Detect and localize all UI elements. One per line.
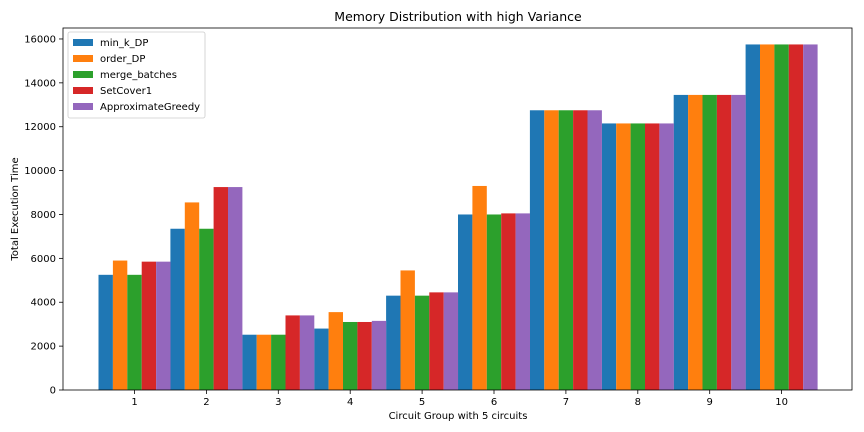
- y-tick-label: 16000: [24, 34, 56, 45]
- legend-label-ApproximateGreedy: ApproximateGreedy: [100, 102, 200, 113]
- legend-label-SetCover1: SetCover1: [100, 86, 152, 97]
- x-axis-label: Circuit Group with 5 circuits: [389, 411, 528, 422]
- legend-swatch-merge_batches: [73, 71, 93, 78]
- bar-SetCover1-9: [716, 94, 732, 391]
- bar-min_k_DP-10: [745, 44, 760, 390]
- bar-ApproximateGreedy-9: [731, 94, 746, 391]
- bar-SetCover1-2: [213, 187, 228, 390]
- legend-label-order_DP: order_DP: [100, 54, 145, 65]
- x-tick-label: 4: [347, 397, 353, 408]
- bar-merge_batches-3: [271, 334, 286, 390]
- y-tick-label: 6000: [31, 254, 56, 265]
- bar-min_k_DP-8: [601, 123, 617, 390]
- bar-min_k_DP-2: [170, 228, 185, 390]
- bar-ApproximateGreedy-6: [515, 213, 530, 390]
- plot-frame: [62, 27, 853, 391]
- legend-swatch-min_k_DP: [73, 39, 93, 46]
- y-tick-label: 4000: [31, 298, 56, 309]
- bar-min_k_DP-5: [386, 295, 401, 390]
- bar-order_DP-1: [112, 260, 128, 390]
- x-tick-label: 9: [707, 397, 713, 408]
- y-tick-label: 2000: [31, 342, 56, 353]
- bar-ApproximateGreedy-5: [443, 292, 459, 390]
- y-tick-label: 10000: [24, 166, 56, 177]
- bar-order_DP-2: [184, 202, 200, 390]
- bar-merge_batches-4: [343, 321, 358, 390]
- bar-SetCover1-8: [645, 123, 660, 390]
- bar-SetCover1-10: [788, 44, 804, 390]
- bar-merge_batches-9: [702, 94, 717, 391]
- legend-swatch-order_DP: [73, 55, 93, 62]
- bar-ApproximateGreedy-2: [228, 187, 243, 390]
- bar-SetCover1-6: [501, 213, 516, 390]
- y-axis: 0 2000 4000 6000 8000 10000 12000 14000 16000: [24, 34, 63, 397]
- x-tick-label: 3: [275, 397, 281, 408]
- bar-merge_batches-1: [127, 274, 142, 390]
- bar-SetCover1-5: [429, 292, 444, 390]
- x-tick-label: 2: [203, 397, 209, 408]
- bar-min_k_DP-9: [673, 94, 689, 391]
- bar-order_DP-5: [400, 270, 415, 390]
- bar-order_DP-10: [760, 44, 775, 390]
- bar-ApproximateGreedy-4: [371, 320, 387, 390]
- bar-ApproximateGreedy-10: [803, 44, 818, 390]
- x-tick-label: 10: [775, 397, 788, 408]
- bar-merge_batches-5: [414, 295, 430, 390]
- x-axis: 1 2 3 4 5 6 7 8 9 10: [131, 390, 788, 408]
- bar-ApproximateGreedy-7: [587, 110, 602, 391]
- bar-merge_batches-8: [630, 123, 645, 390]
- bar-min_k_DP-7: [529, 110, 545, 391]
- bar-ApproximateGreedy-3: [299, 315, 315, 390]
- y-tick-label: 8000: [31, 210, 56, 221]
- bar-order_DP-6: [472, 185, 487, 390]
- legend-label-merge_batches: merge_batches: [100, 70, 177, 81]
- bar-min_k_DP-3: [242, 334, 257, 390]
- bar-min_k_DP-6: [458, 214, 473, 390]
- legend-swatch-ApproximateGreedy: [73, 103, 93, 110]
- bar-merge_batches-2: [199, 228, 214, 390]
- bar-order_DP-3: [256, 334, 272, 390]
- legend-swatch-SetCover1: [73, 87, 93, 94]
- y-tick-label: 12000: [24, 122, 56, 133]
- y-tick-label: 0: [50, 386, 56, 397]
- bar-order_DP-9: [688, 94, 703, 391]
- bar-SetCover1-4: [357, 321, 372, 390]
- bar-order_DP-4: [328, 312, 343, 390]
- chart-title: Memory Distribution with high Variance: [334, 9, 582, 24]
- bars-group: [98, 44, 818, 391]
- bar-ApproximateGreedy-8: [659, 123, 674, 390]
- bar-min_k_DP-1: [98, 274, 113, 390]
- bar-merge_batches-6: [486, 214, 502, 390]
- y-axis-label: Total Execution Time: [10, 157, 21, 261]
- bar-merge_batches-10: [774, 44, 789, 390]
- x-tick-label: 5: [419, 397, 425, 408]
- x-tick-label: 7: [563, 397, 569, 408]
- bar-order_DP-8: [616, 123, 631, 390]
- legend: min_k_DP order_DP merge_batches SetCover1 Ap…: [67, 31, 206, 119]
- legend-label-min_k_DP: min_k_DP: [100, 38, 148, 49]
- bar-SetCover1-7: [573, 110, 588, 391]
- x-tick-label: 6: [491, 397, 497, 408]
- bar-ApproximateGreedy-1: [156, 261, 171, 390]
- bar-order_DP-7: [544, 110, 559, 391]
- bar-min_k_DP-4: [314, 328, 329, 390]
- bar-SetCover1-1: [141, 261, 157, 390]
- y-tick-label: 14000: [24, 78, 56, 89]
- bar-merge_batches-7: [558, 110, 574, 391]
- bar-SetCover1-3: [285, 315, 300, 390]
- x-tick-label: 8: [635, 397, 641, 408]
- x-tick-label: 1: [131, 397, 137, 408]
- legend-box: [67, 31, 206, 119]
